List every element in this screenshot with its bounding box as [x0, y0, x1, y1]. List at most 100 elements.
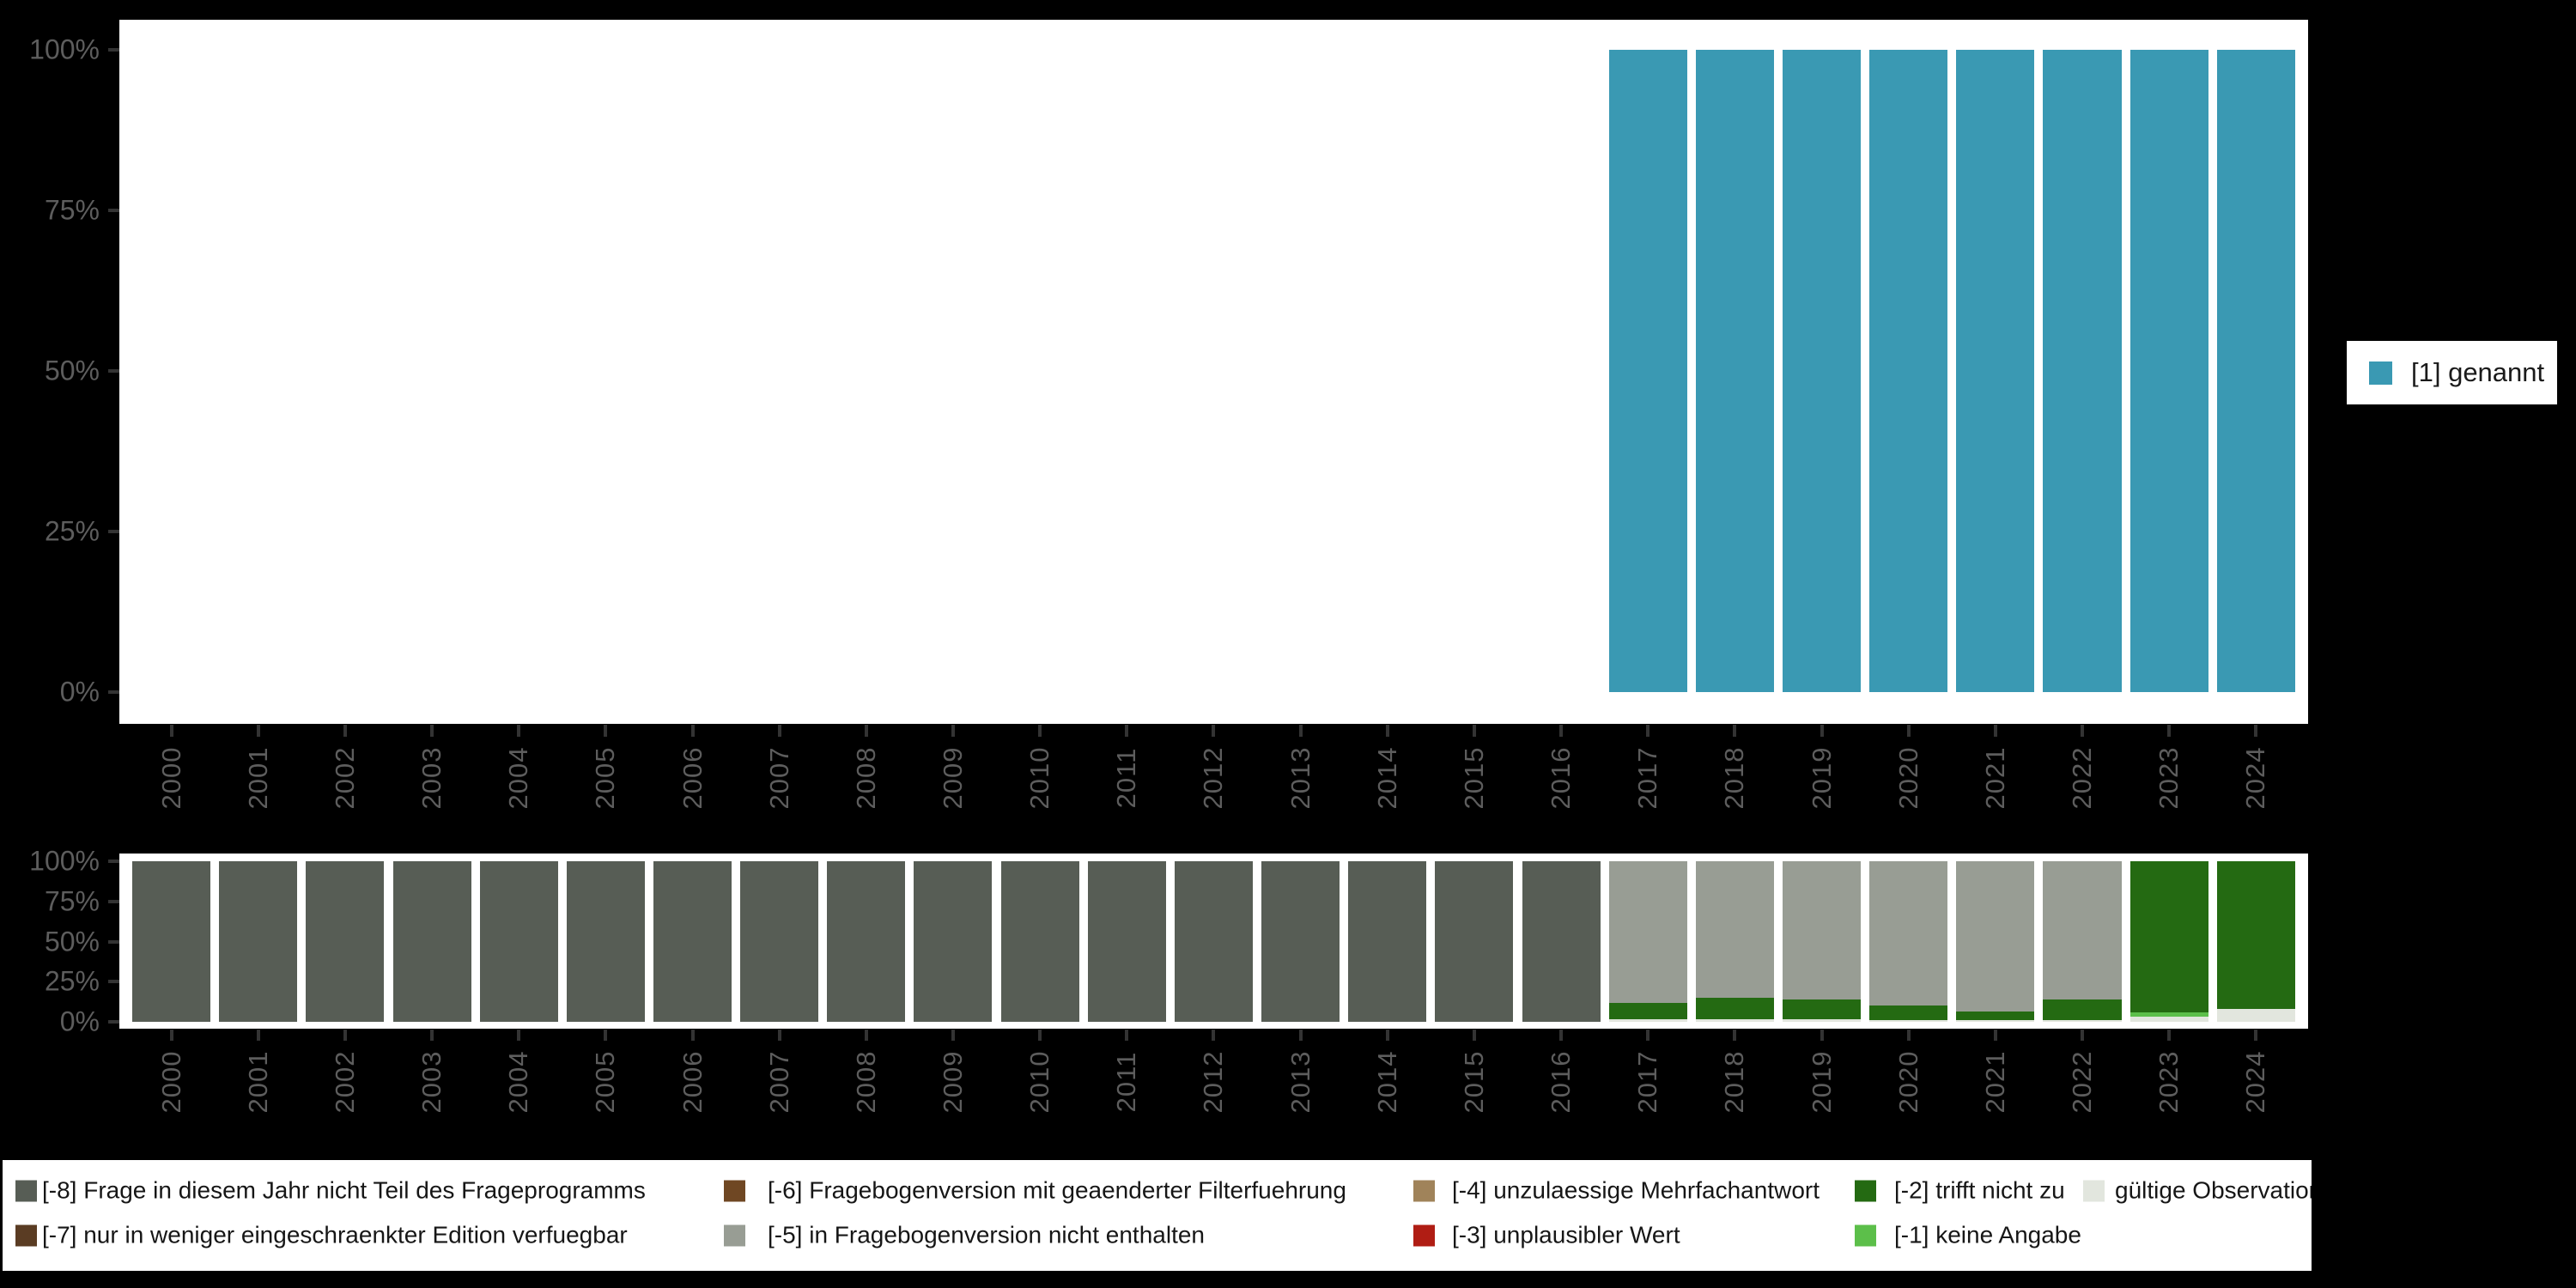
legend-key-label: [-3] unplausibler Wert [1452, 1221, 1680, 1249]
x-axis-tick-cell [1605, 1030, 1692, 1041]
bar-cell-2022 [2038, 861, 2125, 1022]
x-axis-tick-cell [1431, 725, 1517, 737]
bar-segment [914, 861, 993, 1022]
y-axis-tick [108, 369, 119, 373]
bar-segment [1783, 999, 1862, 1020]
x-axis-year-label: 2011 [1111, 1051, 1142, 1113]
legend-key-swatch [15, 1224, 37, 1247]
top-chart-x-axis-ticks [128, 725, 2300, 737]
legend-key-swatch [2083, 1180, 2105, 1202]
x-axis-tick [430, 1030, 434, 1041]
x-axis-tick [2081, 725, 2085, 737]
x-axis-year-label: 2008 [850, 746, 881, 810]
x-axis-tick [2254, 1030, 2258, 1041]
x-axis-tick [777, 725, 781, 737]
bar-stack-2021 [1956, 50, 2035, 692]
bar-cell-2023 [2126, 861, 2213, 1022]
y-axis-tick [108, 939, 119, 944]
x-axis-label-cell: 2019 [1778, 737, 1865, 827]
x-axis-tick [1559, 725, 1564, 737]
y-axis-tick-label: 0% [59, 1005, 100, 1037]
x-axis-tick-cell [1344, 725, 1431, 737]
bar-cell-2019 [1778, 861, 1865, 1022]
x-axis-tick-cell [649, 1030, 736, 1041]
x-axis-year-label: 2012 [1198, 1050, 1229, 1114]
bar-stack-2014 [1348, 861, 1427, 1022]
x-axis-year-label: 2016 [1546, 746, 1577, 810]
x-axis-label-cell: 2011 [1084, 737, 1170, 827]
x-axis-label-cell: 2013 [1257, 737, 1344, 827]
x-axis-year-label: 2008 [850, 1050, 881, 1114]
x-axis-year-label: 2007 [763, 1050, 794, 1114]
x-axis-label-cell: 2020 [1865, 737, 1952, 827]
x-axis-label-cell: 2013 [1257, 1041, 1344, 1131]
legend-label-genannt: [1] genannt [2411, 357, 2545, 387]
bar-stack-2002 [306, 861, 385, 1022]
legend-swatch-genannt [2369, 361, 2392, 385]
y-axis-tick [108, 980, 119, 984]
x-axis-tick-cell [823, 725, 909, 737]
x-axis-year-label: 2002 [329, 746, 360, 810]
x-axis-year-label: 2003 [416, 1050, 447, 1114]
x-axis-label-cell: 2009 [909, 1041, 996, 1131]
bar-stack-2000 [132, 50, 210, 692]
bar-stack-2005 [566, 861, 645, 1022]
x-axis-label-cell: 2012 [1170, 737, 1257, 827]
x-axis-tick-cell [301, 725, 388, 737]
bar-segment [1783, 50, 1862, 692]
x-axis-year-label: 2016 [1546, 1050, 1577, 1114]
legend-key-swatch [1413, 1180, 1435, 1202]
bar-segment [1695, 50, 1774, 692]
bottom-chart-y-axis-ticks [108, 860, 119, 1024]
x-axis-year-label: 2024 [2240, 746, 2271, 810]
bar-segment [1956, 1020, 2035, 1022]
bar-segment [1261, 861, 1340, 1022]
x-axis-tick [256, 1030, 260, 1041]
x-axis-tick-cell [1692, 725, 1778, 737]
x-axis-tick-cell [476, 1030, 562, 1041]
bar-cell-2021 [1952, 50, 2038, 692]
x-axis-year-label: 2019 [1806, 746, 1837, 810]
bar-stack-2001 [219, 50, 297, 692]
x-axis-label-cell: 2010 [997, 737, 1084, 827]
x-axis-label-cell: 2007 [736, 737, 823, 827]
bar-segment [2129, 1012, 2208, 1018]
x-axis-tick [1125, 725, 1129, 737]
x-axis-tick [864, 1030, 868, 1041]
x-axis-label-cell: 2006 [649, 737, 736, 827]
x-axis-year-label: 2013 [1285, 1050, 1315, 1114]
top-chart-plot-area [119, 20, 2308, 724]
top-chart-x-axis-labels: 2000 2001 2002 2003 2004 2005 2006 2007 2008 2009… [128, 737, 2300, 827]
x-axis-label-cell: 2002 [301, 1041, 388, 1131]
missing-codes-legend: [-8] Frage in diesem Jahr nicht Teil des… [3, 1160, 2312, 1271]
x-axis-tick-cell [128, 725, 215, 737]
x-axis-tick-cell [1692, 1030, 1778, 1041]
bar-cell-2014 [1344, 50, 1431, 692]
x-axis-tick-cell [301, 1030, 388, 1041]
x-axis-year-label: 2014 [1371, 746, 1402, 810]
x-axis-tick-cell [649, 725, 736, 737]
x-axis-tick [430, 725, 434, 737]
bar-stack-2021 [1956, 861, 2035, 1022]
x-axis-year-label: 2000 [155, 1050, 186, 1114]
x-axis-tick [1472, 725, 1476, 737]
x-axis-label-cell: 2006 [649, 1041, 736, 1131]
x-axis-label-cell: 2023 [2126, 1041, 2213, 1131]
x-axis-year-label: 2015 [1458, 746, 1489, 810]
x-axis-label-cell: 2003 [388, 1041, 475, 1131]
x-axis-tick-cell [1518, 725, 1605, 737]
bar-segment [2129, 1017, 2208, 1022]
bar-cell-2021 [1952, 861, 2038, 1022]
bar-segment [1956, 50, 2035, 692]
bar-stack-2000 [132, 861, 211, 1022]
y-axis-tick-label: 75% [44, 885, 100, 917]
bar-stack-2011 [1087, 861, 1166, 1022]
bar-segment [1695, 1019, 1774, 1022]
x-axis-tick-cell [2038, 725, 2125, 737]
bar-cell-2010 [997, 50, 1084, 692]
x-axis-tick [1733, 1030, 1737, 1041]
bar-segment [2043, 861, 2122, 999]
x-axis-tick [1906, 725, 1911, 737]
x-axis-label-cell: 2016 [1518, 1041, 1605, 1131]
